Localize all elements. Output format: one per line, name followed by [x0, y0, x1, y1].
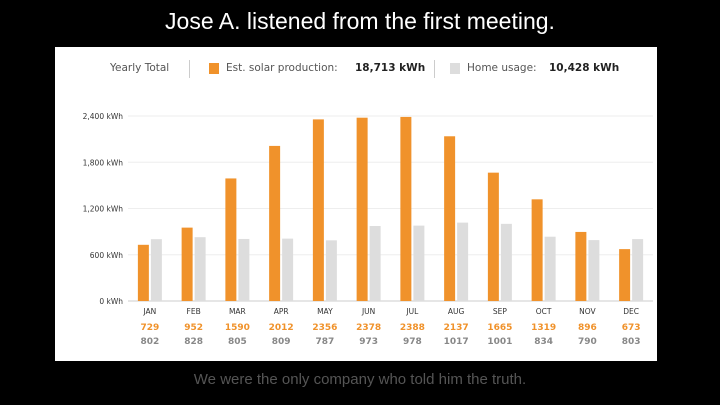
solar-bar [312, 119, 324, 302]
home-value-label: 973 [359, 337, 378, 347]
home-value-label: 978 [403, 337, 422, 347]
solar-value-label: 896 [578, 323, 597, 333]
month-tick-label: FEB [187, 307, 201, 316]
home-value-label: 1001 [487, 337, 512, 347]
solar-value-label: 2378 [356, 323, 381, 333]
solar-total-value: 18,713 kWh [355, 62, 426, 74]
solar-bar [137, 244, 149, 301]
solar-value-label: 2012 [269, 323, 294, 333]
home-bar [544, 236, 556, 301]
home-bar [238, 238, 250, 301]
home-bar [150, 239, 162, 301]
y-tick-label: 0 kWh [99, 297, 123, 306]
solar-bar [531, 199, 543, 301]
solar-bar [575, 231, 587, 301]
home-bar [457, 222, 469, 301]
home-value-label: 787 [315, 337, 334, 347]
home-value-label: 790 [578, 337, 597, 347]
home-value-label: 1017 [444, 337, 469, 347]
home-bar [282, 238, 294, 301]
home-bar [369, 225, 381, 301]
slide-title: Jose A. listened from the first meeting. [165, 8, 555, 34]
slide-footer: We were the only company who told him th… [193, 371, 527, 388]
y-tick-label: 600 kWh [90, 251, 123, 260]
month-tick-label: OCT [536, 307, 552, 316]
home-value-label: 805 [228, 337, 247, 347]
summary-divider-2 [434, 60, 435, 78]
month-tick-label: SEP [493, 307, 507, 316]
y-tick-label: 1,200 kWh [83, 205, 124, 214]
solar-legend-label: Est. solar production: [226, 62, 338, 74]
y-tick-label: 2,400 kWh [83, 112, 124, 121]
month-tick-label: DEC [623, 307, 639, 316]
home-bar [588, 240, 600, 301]
home-bar [325, 240, 337, 301]
home-legend-label: Home usage: [467, 62, 537, 74]
solar-value-label: 2356 [312, 323, 337, 333]
home-bar [632, 239, 644, 301]
home-value-label: 834 [534, 337, 553, 347]
month-tick-label: NOV [579, 307, 596, 316]
yearly-summary: Yearly Total Est. solar production: 18,7… [55, 60, 657, 80]
bar-chart: 2,400 kWh 1,800 kWh 1,200 kWh 600 kWh 0 kWh J… [83, 112, 653, 347]
solar-value-label: 2388 [400, 323, 425, 333]
home-value-label: 803 [622, 337, 641, 347]
month-tick-label: JUN [361, 307, 375, 316]
home-total-value: 10,428 kWh [549, 62, 620, 74]
solar-value-label: 1665 [487, 323, 512, 333]
home-bar [500, 223, 512, 301]
solar-bar [269, 145, 281, 301]
home-bar [413, 225, 425, 301]
solar-value-label: 729 [140, 323, 159, 333]
solar-bar [181, 227, 193, 301]
solar-value-label: 1590 [225, 323, 250, 333]
solar-value-label: 2137 [444, 323, 469, 333]
y-tick-label: 1,800 kWh [83, 158, 124, 167]
summary-divider [189, 60, 190, 78]
solar-bar [400, 116, 412, 301]
solar-bar [487, 172, 499, 301]
solar-bar [444, 136, 456, 301]
month-tick-label: AUG [448, 307, 465, 316]
solar-bar [225, 178, 237, 301]
home-legend-swatch [450, 63, 460, 74]
home-value-label: 809 [272, 337, 291, 347]
solar-bar [356, 117, 368, 301]
month-tick-label: MAY [317, 307, 333, 316]
month-tick-label: JAN [142, 307, 156, 316]
solar-bar [619, 249, 631, 301]
month-tick-label: APR [274, 307, 289, 316]
month-tick-label: MAR [229, 307, 246, 316]
home-value-label: 828 [184, 337, 203, 347]
solar-value-label: 952 [184, 323, 203, 333]
yearly-total-label: Yearly Total [110, 62, 170, 74]
home-bar [194, 237, 206, 301]
home-value-label: 802 [140, 337, 159, 347]
solar-value-label: 673 [622, 323, 641, 333]
solar-value-label: 1319 [531, 323, 556, 333]
month-tick-label: JUL [405, 307, 419, 316]
chart-panel: Yearly Total Est. solar production: 18,7… [55, 47, 657, 361]
solar-legend-swatch [209, 63, 219, 74]
